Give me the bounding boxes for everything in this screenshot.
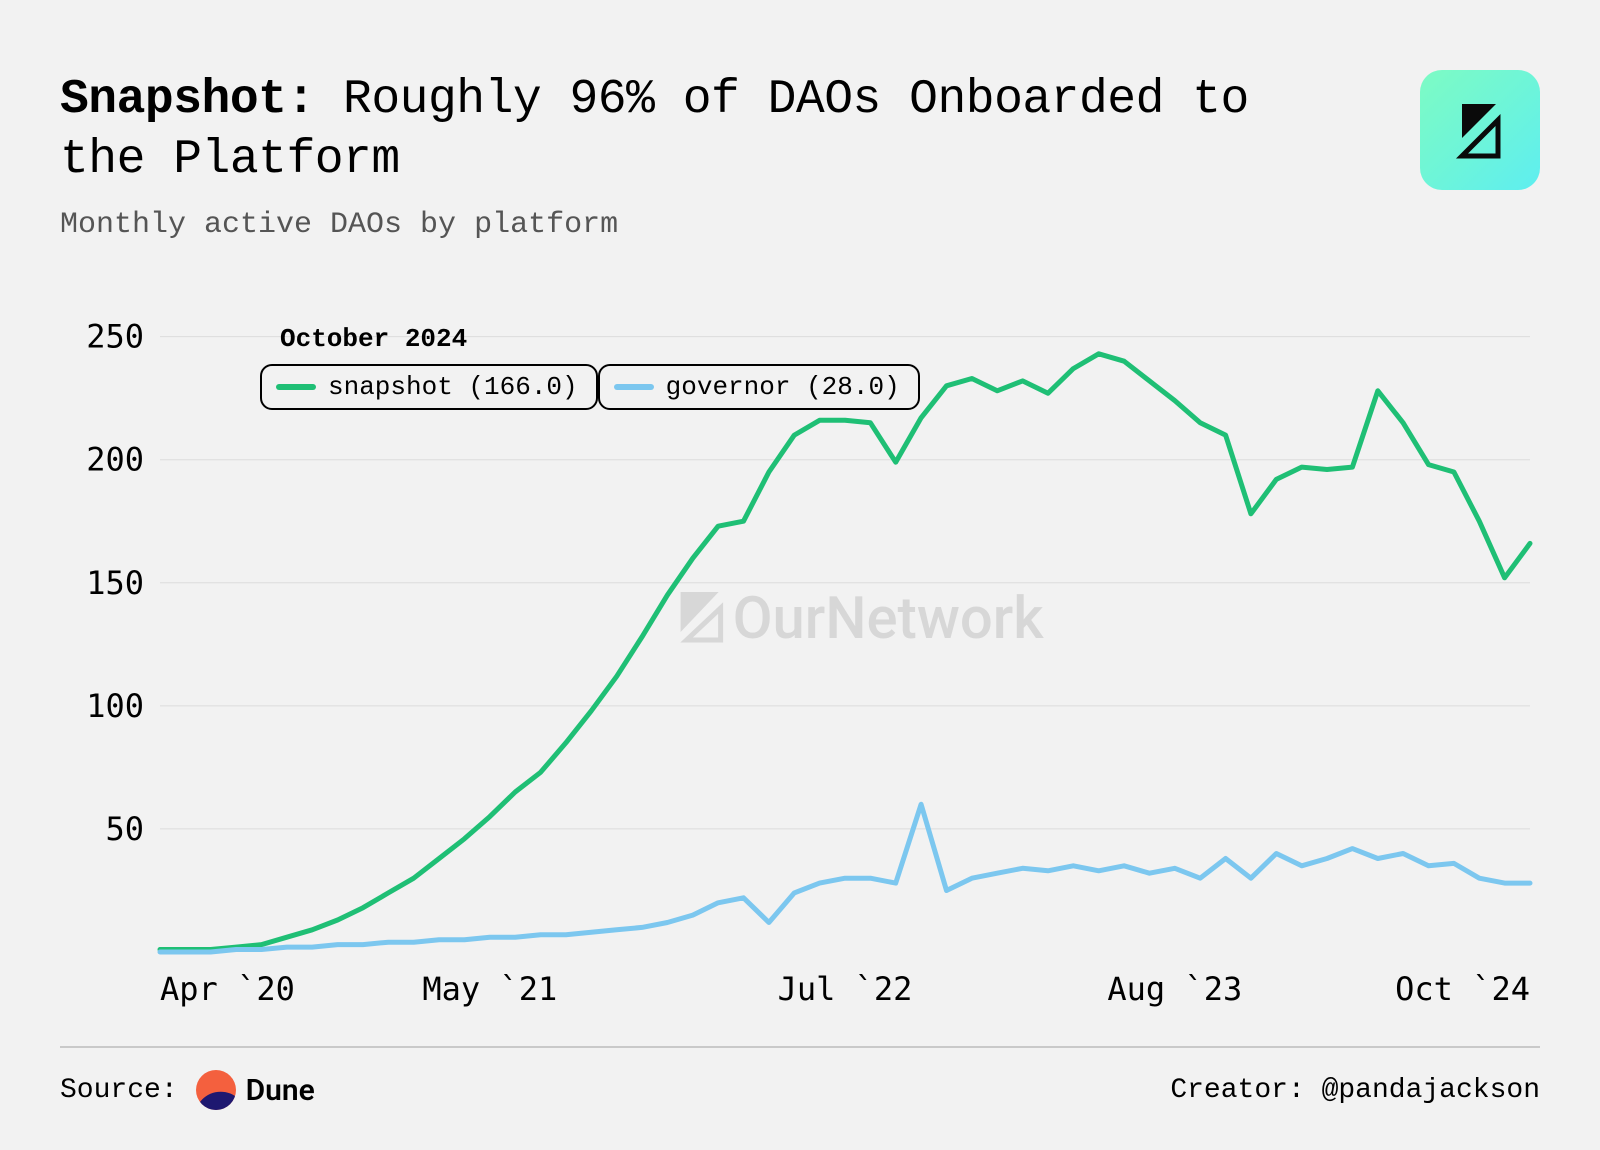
title-block: Snapshot: Roughly 96% of DAOs Onboarded … [60, 70, 1260, 242]
x-axis: Apr `20 May `21 Jul `22 Aug `23 Oct `24 [160, 970, 1530, 1008]
chart-card: Snapshot: Roughly 96% of DAOs Onboarded … [0, 0, 1600, 1150]
footer: Source: Dune Creator: @pandajackson [60, 1046, 1540, 1110]
source-name: Dune [246, 1073, 315, 1108]
chart-subtitle: Monthly active DAOs by platform [60, 208, 1260, 242]
series-governor [160, 804, 1530, 952]
brand-logo-icon [1448, 98, 1512, 162]
creator-label: Creator: [1170, 1075, 1304, 1106]
legend: October 2024 snapshot (166.0) governor (… [260, 324, 920, 418]
header: Snapshot: Roughly 96% of DAOs Onboarded … [60, 70, 1540, 242]
brand-logo-badge [1420, 70, 1540, 190]
legend-swatch [614, 384, 654, 390]
legend-item: governor (28.0) [598, 364, 920, 410]
legend-item: snapshot (166.0) [260, 364, 598, 410]
legend-swatch [276, 384, 316, 390]
svg-text:100: 100 [86, 687, 144, 725]
title-bold: Snapshot: [60, 73, 315, 127]
dune-logo: Dune [196, 1070, 315, 1110]
creator-handle: @pandajackson [1322, 1075, 1540, 1106]
svg-text:Aug `23: Aug `23 [1107, 970, 1242, 1008]
creator-block: Creator: @pandajackson [1170, 1075, 1540, 1106]
dune-icon [196, 1070, 236, 1110]
chart-area: OurNetwork 50 100 150 200 250 Apr `20 May `21… [60, 302, 1540, 1062]
chart-title: Snapshot: Roughly 96% of DAOs Onboarded … [60, 70, 1260, 190]
svg-text:Oct `24: Oct `24 [1395, 970, 1530, 1008]
source-block: Source: Dune [60, 1070, 315, 1110]
svg-text:150: 150 [86, 564, 144, 602]
svg-text:Apr `20: Apr `20 [160, 970, 295, 1008]
legend-label: snapshot (166.0) [328, 372, 578, 402]
svg-text:50: 50 [105, 810, 144, 848]
svg-text:250: 250 [86, 318, 144, 356]
legend-title: October 2024 [280, 324, 920, 354]
source-label: Source: [60, 1075, 178, 1106]
legend-label: governor (28.0) [666, 372, 900, 402]
svg-text:200: 200 [86, 441, 144, 479]
watermark: OurNetwork [681, 585, 1045, 653]
svg-text:OurNetwork: OurNetwork [733, 585, 1045, 653]
svg-text:Jul `22: Jul `22 [778, 970, 913, 1008]
svg-text:May `21: May `21 [422, 970, 557, 1008]
y-axis: 50 100 150 200 250 [86, 318, 144, 848]
